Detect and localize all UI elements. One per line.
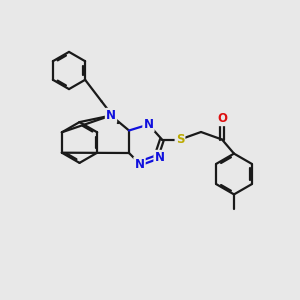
- Text: O: O: [217, 112, 227, 125]
- Text: N: N: [143, 118, 154, 131]
- Text: N: N: [106, 109, 116, 122]
- Text: N: N: [134, 158, 145, 171]
- Text: N: N: [154, 151, 165, 164]
- Text: S: S: [176, 133, 184, 146]
